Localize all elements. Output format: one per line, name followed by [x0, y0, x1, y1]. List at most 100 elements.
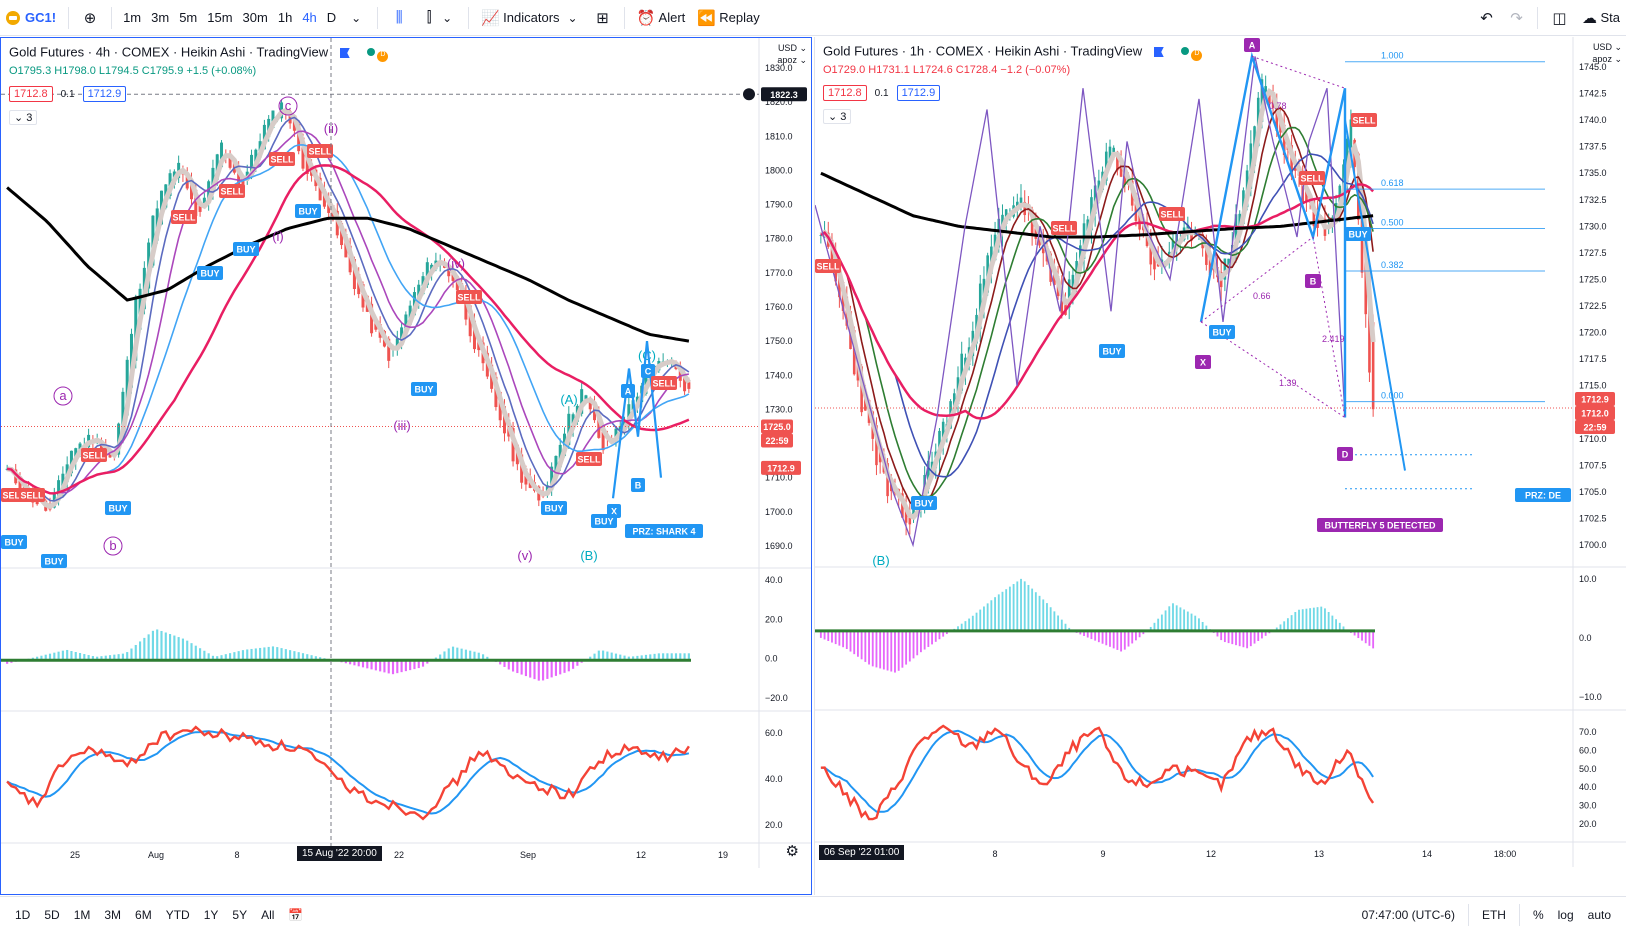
- range-1d[interactable]: 1D: [15, 908, 31, 922]
- open-value: O1729.0: [823, 64, 866, 76]
- candle-body: [1071, 274, 1075, 294]
- range-3m[interactable]: 3M: [104, 908, 122, 922]
- compare-button[interactable]: ⊕: [75, 4, 105, 32]
- collapse-indicators-button[interactable]: ⌄ 3: [823, 109, 852, 124]
- buy-signal-label-bg: [1099, 344, 1125, 358]
- price-tick-label: 1730.0: [1579, 221, 1607, 231]
- candle-body: [352, 258, 356, 290]
- chart-pane-right[interactable]: 1745.0 1742.5 1740.0 1737.5 1735.0 1732.5 1730…: [814, 37, 1626, 895]
- timeframe-dropdown[interactable]: ⌄: [341, 4, 371, 32]
- wave-label: b: [109, 538, 116, 553]
- percent-toggle[interactable]: %: [1532, 908, 1544, 922]
- session-button[interactable]: ETH: [1481, 908, 1506, 922]
- price-tick-label: 1722.5: [1579, 301, 1607, 311]
- pattern-point-c-bg: [641, 364, 655, 378]
- candle-body: [601, 424, 605, 451]
- fib-level-label: 1.000: [1381, 51, 1404, 61]
- replay-button[interactable]: ⏪ Replay: [691, 4, 765, 32]
- pattern-point-x: X: [1200, 358, 1206, 368]
- settings-gear-icon[interactable]: ⚙: [785, 843, 799, 860]
- symbol-search-button[interactable]: GC1!: [0, 4, 62, 32]
- candle-body: [190, 180, 194, 200]
- last-price-label: 1725.0: [763, 422, 791, 432]
- timeframe-5m[interactable]: 5m: [179, 10, 198, 25]
- candle-body: [1116, 152, 1119, 171]
- auto-toggle[interactable]: auto: [1587, 908, 1611, 922]
- candle-body: [254, 149, 258, 166]
- osc2-tick-label: 40.0: [765, 774, 783, 784]
- buy-price-button[interactable]: 1712.9: [82, 86, 127, 102]
- range-ytd[interactable]: YTD: [165, 908, 190, 922]
- price-tick-label: 1715.0: [1579, 381, 1607, 391]
- layout-button[interactable]: ◫: [1544, 4, 1574, 32]
- flag-icon[interactable]: [339, 48, 350, 58]
- log-toggle[interactable]: log: [1557, 908, 1574, 922]
- chart-legend: Gold Futures · 1h · COMEX · Heikin Ashi …: [823, 43, 1204, 76]
- save-cloud-button[interactable]: ☁ Sta: [1574, 4, 1626, 32]
- indicators-button[interactable]: 📈 Indicators ⌄: [475, 4, 587, 32]
- timeframe-30m[interactable]: 30m: [242, 10, 268, 25]
- price-tick-label: 1830.0: [765, 63, 793, 73]
- wave-label-circle: [103, 536, 123, 556]
- range-1y[interactable]: 1Y: [203, 908, 219, 922]
- price-tick-label: 1727.5: [1579, 248, 1607, 258]
- toolbar-right: ↶ ↷ ◫ ☁ Sta: [1471, 4, 1626, 32]
- date-tick-label: 8: [234, 850, 239, 860]
- candle-body: [1208, 253, 1212, 276]
- templates-button[interactable]: ⊞: [588, 4, 618, 32]
- timeframe-1m[interactable]: 1m: [123, 10, 142, 25]
- chart-canvas-left[interactable]: 1830.0 1820.0 1810.0 1800.0 1790.0 1780.0 1770…: [1, 38, 812, 895]
- candle-body: [305, 153, 309, 174]
- flag-icon[interactable]: [1153, 47, 1164, 57]
- ratio-line: [1200, 236, 1314, 323]
- axis-currency-left[interactable]: USD ⌄ apoz ⌄: [777, 43, 807, 65]
- candle-body: [904, 505, 908, 523]
- sell-price-button[interactable]: 1712.8: [823, 85, 867, 101]
- chart-type-button[interactable]: ⫿ ⌄: [414, 4, 462, 32]
- bid-price-label-bg: [761, 460, 801, 475]
- range-5y[interactable]: 5Y: [232, 908, 248, 922]
- candle-body: [941, 421, 945, 446]
- sell-signal-label-bg: [1051, 221, 1077, 235]
- range-6m[interactable]: 6M: [135, 908, 152, 922]
- wave-label: (ii): [324, 121, 338, 136]
- close-value: C1795.9: [141, 65, 184, 77]
- sell-price-button[interactable]: 1712.8: [9, 86, 53, 102]
- range-5d[interactable]: 5D: [44, 908, 60, 922]
- date-tick-label: 18:00: [1494, 849, 1517, 859]
- date-range-button[interactable]: 📅: [281, 908, 310, 922]
- candle-body: [1234, 214, 1238, 255]
- osc2-tick-label: 60.0: [1579, 745, 1597, 755]
- clock-label[interactable]: 07:47:00 (UTC-6): [1361, 908, 1455, 922]
- range-all[interactable]: All: [261, 908, 275, 922]
- axis-currency-right[interactable]: USD ⌄ apoz ⌄: [1592, 42, 1622, 64]
- candle-body: [472, 320, 476, 350]
- buy-signal-label-bg: [197, 266, 223, 280]
- wave-label-circle: [278, 96, 298, 116]
- buy-signal-label-bg: [591, 514, 617, 528]
- bars-style-button[interactable]: ⫼: [384, 4, 414, 32]
- signal-line: [820, 729, 1374, 813]
- timeframe-d[interactable]: D: [326, 10, 337, 25]
- candle-body: [447, 265, 451, 277]
- chart-pane-left[interactable]: 1830.0 1820.0 1810.0 1800.0 1790.0 1780.0 1770…: [0, 37, 812, 895]
- rsi-line: [820, 724, 1375, 821]
- ma-200-line: [6, 186, 690, 343]
- buy-price-button[interactable]: 1712.9: [896, 85, 941, 101]
- timeframe-4h[interactable]: 4h: [302, 10, 317, 25]
- symbol-label: GC1!: [25, 10, 57, 25]
- collapse-indicators-button[interactable]: ⌄ 3: [9, 110, 38, 125]
- timeframe-1h[interactable]: 1h: [277, 10, 293, 25]
- undo-button[interactable]: ↶: [1471, 4, 1501, 32]
- candle-body: [134, 298, 138, 361]
- chart-canvas-right[interactable]: 1745.0 1742.5 1740.0 1737.5 1735.0 1732.5 1730…: [815, 37, 1626, 895]
- date-tick-label: 12: [1206, 849, 1216, 859]
- alert-button[interactable]: ⏰ Alert: [631, 4, 692, 32]
- timeframe-3m[interactable]: 3m: [151, 10, 170, 25]
- candle-body: [554, 455, 558, 479]
- range-1m[interactable]: 1M: [73, 908, 91, 922]
- redo-button[interactable]: ↷: [1501, 4, 1531, 32]
- osc2-tick-label: 40.0: [1579, 782, 1597, 792]
- timeframe-15m[interactable]: 15m: [207, 10, 233, 25]
- ribbon-line: [6, 107, 692, 510]
